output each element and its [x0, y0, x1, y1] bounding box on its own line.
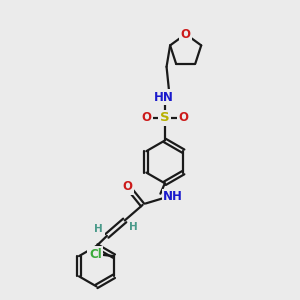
Text: HN: HN: [153, 91, 173, 103]
Text: NH: NH: [163, 190, 183, 203]
Text: H: H: [129, 222, 138, 232]
Text: O: O: [141, 111, 152, 124]
Text: Cl: Cl: [89, 248, 102, 261]
Text: O: O: [178, 111, 188, 124]
Text: O: O: [181, 28, 191, 40]
Text: O: O: [123, 180, 133, 193]
Text: S: S: [160, 111, 170, 124]
Text: H: H: [94, 224, 103, 234]
